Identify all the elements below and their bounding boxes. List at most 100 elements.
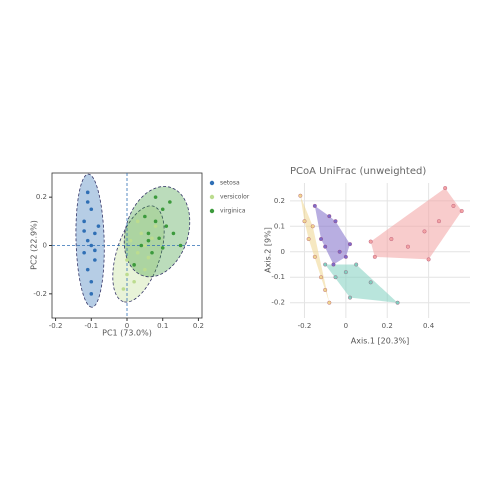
data-point xyxy=(143,243,147,248)
legend-marker xyxy=(209,180,215,186)
data-point xyxy=(160,246,165,250)
data-point xyxy=(164,224,169,228)
data-point xyxy=(171,231,176,236)
data-point xyxy=(153,219,158,224)
data-point xyxy=(302,219,307,224)
data-point xyxy=(82,219,86,224)
data-point xyxy=(459,209,464,213)
x-tick-label: -0.2 xyxy=(298,322,312,330)
data-point xyxy=(312,203,317,208)
group-hull xyxy=(314,205,350,265)
legend-marker xyxy=(209,194,215,200)
legend-label: virginica xyxy=(220,208,246,215)
data-point xyxy=(354,262,359,267)
y-axis-label: Axis.2 [9%] xyxy=(264,227,273,273)
data-point xyxy=(443,186,448,191)
data-point xyxy=(150,250,154,255)
data-point xyxy=(426,257,431,262)
data-point xyxy=(333,275,338,280)
data-point xyxy=(323,288,328,292)
data-point xyxy=(372,254,377,259)
data-point xyxy=(85,238,90,243)
data-point xyxy=(348,242,352,247)
x-tick-label: -0.1 xyxy=(84,322,98,330)
legend-label: versicolor xyxy=(220,194,250,201)
chart-title: PCoA UniFrac (unweighted) xyxy=(290,166,426,177)
confidence-ellipse xyxy=(123,186,191,278)
data-point xyxy=(389,237,394,241)
data-point xyxy=(327,214,332,219)
data-point xyxy=(132,279,136,284)
data-point xyxy=(333,219,338,224)
data-point xyxy=(405,244,410,249)
data-point xyxy=(85,190,90,195)
data-point xyxy=(89,292,94,296)
data-point xyxy=(160,207,165,212)
data-point xyxy=(306,237,311,241)
data-point xyxy=(168,200,172,204)
data-point xyxy=(150,236,154,241)
data-point xyxy=(319,275,323,280)
data-point xyxy=(139,243,144,248)
data-point xyxy=(121,287,126,291)
data-point xyxy=(323,244,328,249)
y-tick-label: -0.1 xyxy=(271,273,285,281)
data-point xyxy=(93,231,97,236)
data-point xyxy=(96,224,101,228)
data-point xyxy=(93,248,97,253)
data-point xyxy=(89,243,94,248)
data-point xyxy=(451,203,456,208)
y-tick-label: -0.2 xyxy=(33,290,47,298)
data-point xyxy=(368,239,373,244)
y-tick-label: 0.1 xyxy=(274,222,285,230)
data-point xyxy=(89,207,94,212)
data-point xyxy=(331,262,336,267)
data-point xyxy=(85,200,90,204)
data-point xyxy=(343,254,348,259)
data-point xyxy=(178,243,183,248)
data-point xyxy=(135,219,140,224)
data-point xyxy=(323,262,328,267)
x-axis-label: PC1 (73.0%) xyxy=(102,329,152,338)
data-point xyxy=(82,229,86,233)
data-point xyxy=(337,249,342,254)
data-point xyxy=(298,193,303,198)
data-point xyxy=(319,237,323,241)
y-axis-label: PC2 (22.9%) xyxy=(30,220,39,270)
x-tick-label: 0.2 xyxy=(193,322,204,330)
data-point xyxy=(143,267,147,272)
group-hull xyxy=(325,264,398,303)
data-point xyxy=(143,214,147,219)
data-point xyxy=(395,300,400,305)
y-tick-label: 0 xyxy=(281,248,285,256)
data-point xyxy=(312,254,317,259)
data-point xyxy=(153,195,158,199)
x-tick-label: 0.2 xyxy=(382,322,393,330)
data-point xyxy=(139,231,144,236)
y-tick-label: 0 xyxy=(43,242,47,250)
data-point xyxy=(153,224,158,228)
x-tick-label: -0.2 xyxy=(49,322,63,330)
enclosures xyxy=(75,173,191,308)
data-point xyxy=(437,219,441,224)
data-point xyxy=(125,272,129,277)
data-point xyxy=(82,250,86,255)
confidence-ellipse xyxy=(75,173,105,308)
data-point xyxy=(89,279,94,284)
data-point xyxy=(348,295,352,300)
data-point xyxy=(327,300,332,305)
x-tick-label: 0 xyxy=(344,322,348,330)
data-point xyxy=(146,238,151,243)
x-axis-label: Axis.1 [20.3%] xyxy=(351,337,409,346)
data-point xyxy=(132,263,136,267)
y-tick-label: 0.2 xyxy=(274,197,285,205)
x-tick-label: 0.4 xyxy=(423,322,435,330)
group-hull xyxy=(370,188,462,260)
data-point xyxy=(146,255,151,260)
data-point xyxy=(368,280,373,285)
data-point xyxy=(157,236,161,241)
x-tick-label: 0.1 xyxy=(157,322,168,330)
data-point xyxy=(343,270,348,275)
y-tick-label: -0.2 xyxy=(271,299,285,307)
